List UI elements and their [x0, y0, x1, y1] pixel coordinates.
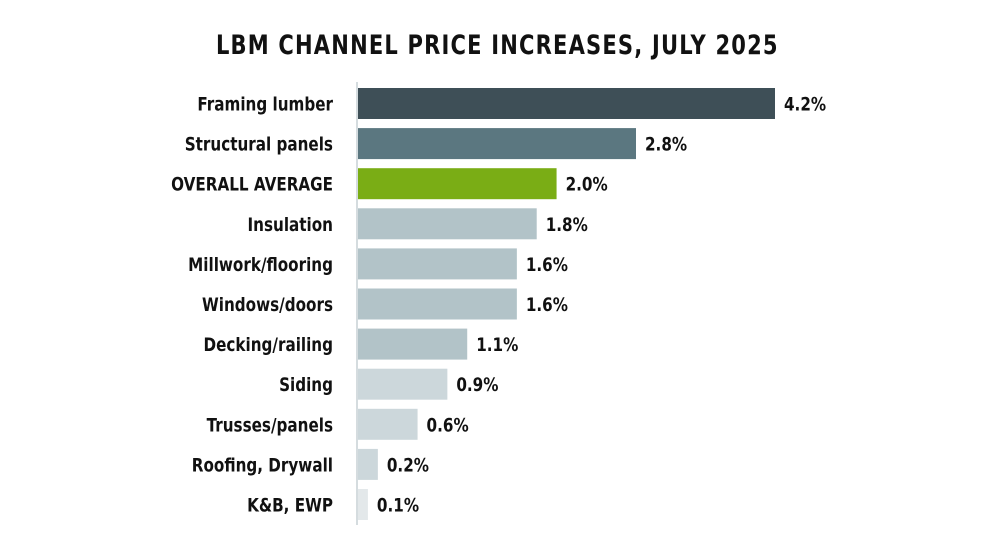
chart-title: LBM CHANNEL PRICE INCREASES, JULY 2025 — [215, 30, 779, 61]
bars-group — [358, 88, 775, 520]
category-label: Millwork/flooring — [188, 254, 333, 276]
value-label: 4.2% — [784, 94, 826, 116]
bar-decking-railing — [358, 328, 468, 360]
category-label: Windows/doors — [202, 294, 333, 316]
value-label: 2.0% — [566, 174, 608, 196]
category-label: Siding — [279, 375, 333, 397]
category-label: Structural panels — [185, 134, 333, 156]
bar-overall-average — [358, 168, 557, 200]
bar-k-b-ewp — [358, 489, 368, 520]
category-label: Framing lumber — [197, 94, 333, 116]
value-label: 0.9% — [456, 375, 498, 397]
category-label: K&B, EWP — [247, 495, 333, 517]
value-label: 0.1% — [377, 495, 419, 517]
bar-trusses-panels — [358, 408, 418, 440]
value-label: 1.6% — [526, 254, 568, 276]
category-label: OVERALL AVERAGE — [171, 174, 333, 196]
bar-millwork-flooring — [358, 248, 517, 280]
bar-roofing-drywall — [358, 448, 378, 480]
category-label: Roofing, Drywall — [192, 455, 333, 477]
category-label: Insulation — [248, 214, 333, 236]
value-label: 2.8% — [645, 134, 687, 156]
value-label: 0.6% — [427, 415, 469, 437]
bar-structural-panels — [358, 128, 636, 160]
bar-insulation — [358, 208, 537, 240]
value-label: 0.2% — [387, 455, 429, 477]
bar-framing-lumber — [358, 88, 775, 119]
bar-windows-doors — [358, 288, 517, 320]
value-label: 1.1% — [476, 335, 518, 357]
value-label: 1.8% — [546, 214, 588, 236]
category-labels: Framing lumber Structural panels OVERALL A… — [171, 94, 333, 517]
category-label: Decking/railing — [204, 335, 333, 357]
bar-siding — [358, 368, 448, 400]
value-label: 1.6% — [526, 294, 568, 316]
value-labels: 4.2% 2.8% 2.0% 1.8% 1.6% 1.6% 1.1% 0.9% 0.6% 0.2%… — [377, 94, 826, 517]
category-label: Trusses/panels — [207, 415, 333, 437]
